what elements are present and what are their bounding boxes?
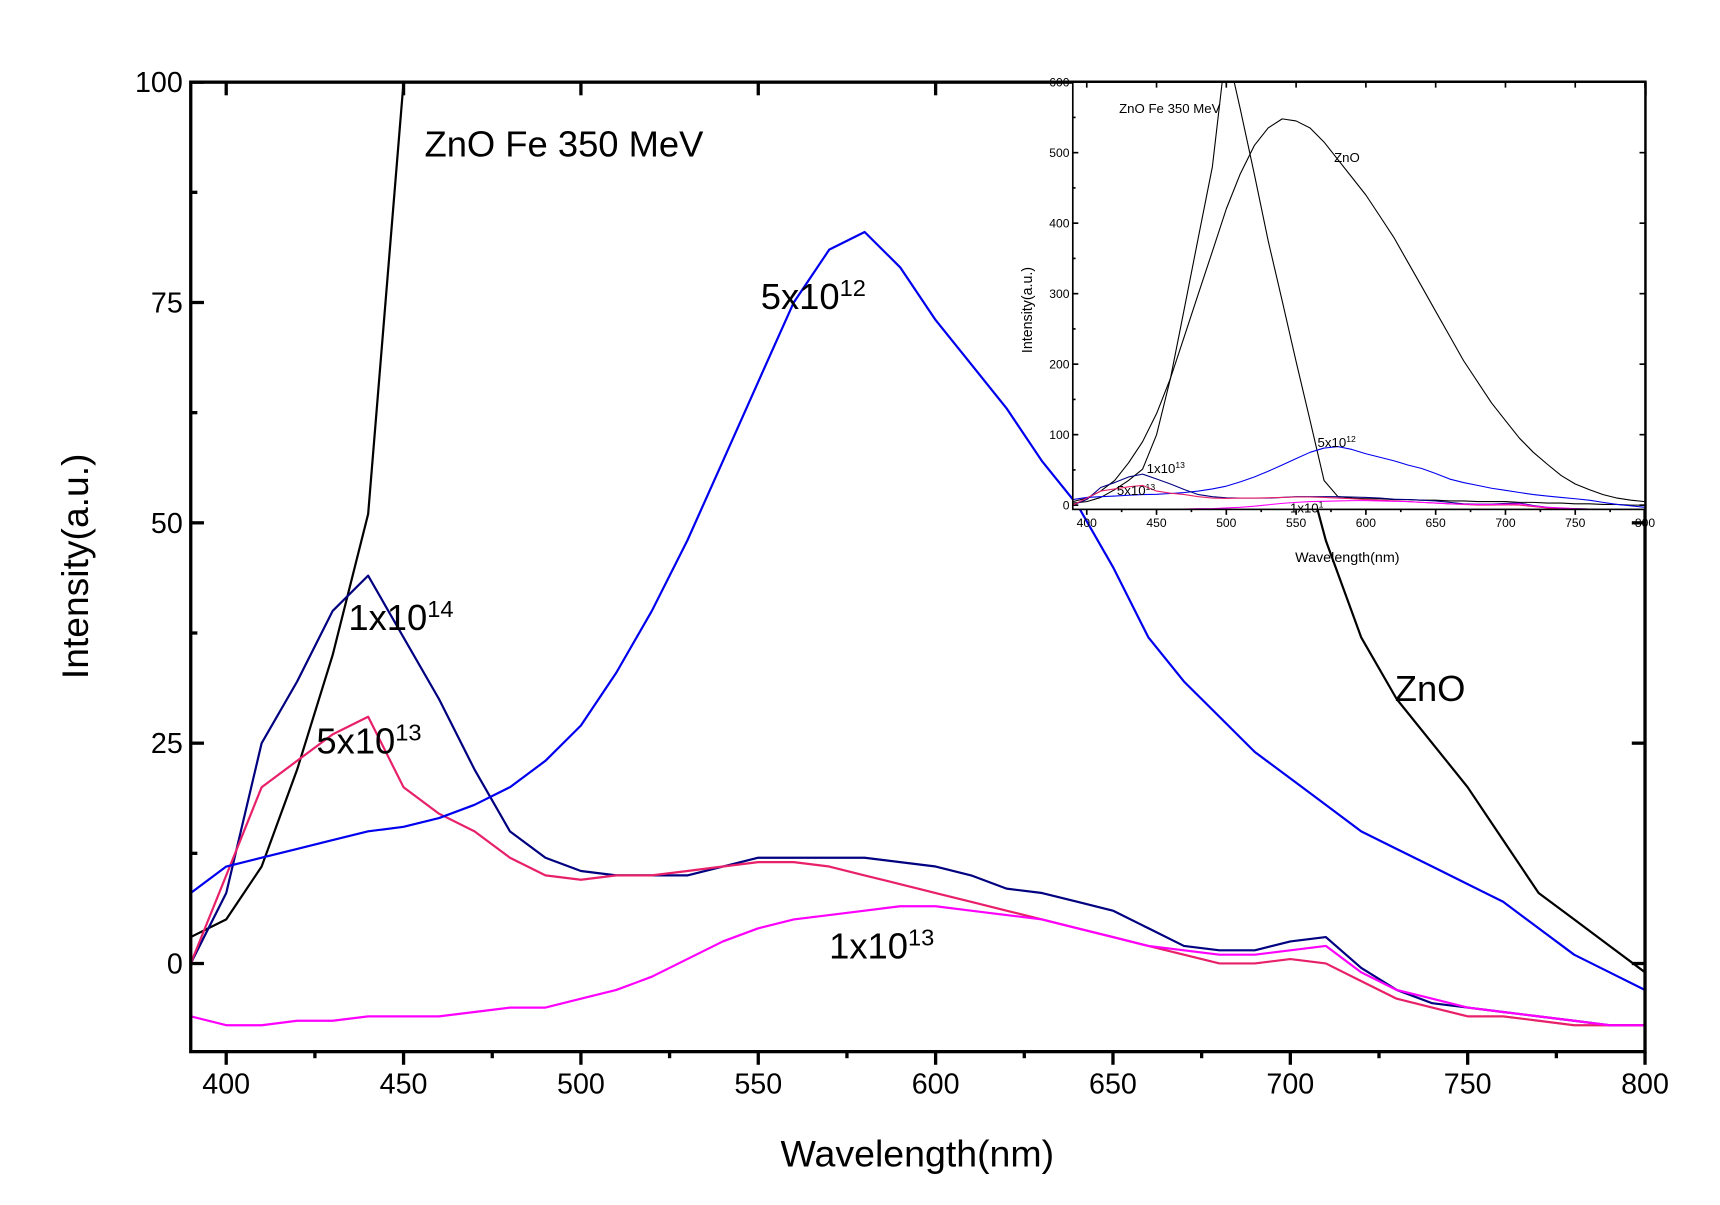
x-axis-label: Wavelength(nm): [1295, 550, 1399, 566]
annotation-text: 1x10: [1290, 501, 1319, 516]
annotation-text: ZnO: [1395, 668, 1466, 709]
y-axis-label: Intensity(a.u.): [54, 454, 96, 680]
annotation: ZnO: [1334, 150, 1360, 165]
x-tick-label: 650: [1089, 1068, 1137, 1100]
y-tick-label: 100: [135, 67, 183, 99]
x-tick-label: 550: [1286, 516, 1307, 530]
annotation-superscript: 14: [427, 596, 453, 622]
annotation: 5x1013: [1117, 482, 1155, 498]
x-tick-label: 750: [1444, 1068, 1492, 1100]
plot-background: [1072, 82, 1646, 510]
annotation: 1x101: [1290, 500, 1324, 516]
data-line: [1072, 500, 1627, 510]
annotation-superscript: 12: [840, 275, 866, 301]
x-tick-label: 800: [1635, 516, 1656, 530]
inset-chart: 400 450 500 550 600 650 700 750 800 0 100 200 300 400…: [1020, 75, 1656, 566]
annotation-text: ZnO: [1334, 150, 1360, 165]
data-line: [1072, 82, 1646, 506]
x-tick-label: 700: [1266, 1068, 1314, 1100]
y-tick-label: 200: [1049, 357, 1070, 371]
annotation-text: 1x10: [1147, 461, 1176, 476]
y-tick-label: 400: [1049, 216, 1070, 230]
annotation-text: 1x10: [829, 926, 908, 967]
data-line: [1072, 446, 1646, 508]
y-axis-label: Intensity(a.u.): [1020, 267, 1036, 353]
y-tick-label: 25: [151, 728, 183, 760]
annotation: 1x1013: [1147, 460, 1185, 476]
data-line: [190, 715, 1646, 1027]
y-tick-label: 600: [1049, 75, 1070, 89]
x-tick-label: 700: [1495, 516, 1516, 530]
annotation-superscript: 1: [1319, 500, 1324, 510]
data-line: [190, 230, 1646, 991]
chart-title: ZnO Fe 350 MeV: [424, 124, 704, 165]
chart-title: ZnO Fe 350 MeV: [1119, 101, 1221, 116]
x-tick-label: 400: [202, 1068, 250, 1100]
annotation: 5x1013: [316, 720, 421, 762]
annotation-superscript: 13: [1146, 482, 1156, 492]
annotation-text: 5x10: [1318, 435, 1347, 450]
data-line: [190, 905, 1646, 1027]
y-tick-label: 100: [1049, 428, 1070, 442]
x-axis-label: Wavelength(nm): [781, 1133, 1055, 1175]
x-tick-label: 600: [912, 1068, 960, 1100]
x-tick-label: 500: [1216, 516, 1237, 530]
annotation-superscript: 13: [1175, 460, 1185, 470]
annotation: 5x1012: [1318, 434, 1356, 450]
data-line: [190, 82, 1646, 974]
x-tick-label: 500: [557, 1068, 605, 1100]
annotation-superscript: 12: [1346, 434, 1356, 444]
data-line: [1072, 484, 1613, 510]
annotation: ZnO: [1395, 668, 1466, 709]
y-tick-label: 75: [151, 288, 183, 320]
x-tick-label: 750: [1565, 516, 1586, 530]
y-tick-label: 500: [1049, 146, 1070, 160]
x-tick-label: 550: [734, 1068, 782, 1100]
annotation-text: 5x10: [1117, 483, 1146, 498]
annotation-superscript: 13: [395, 720, 421, 746]
annotation-superscript: 13: [908, 925, 934, 951]
y-tick-label: 300: [1049, 287, 1070, 301]
y-tick-label: 0: [1063, 498, 1070, 512]
x-tick-label: 600: [1356, 516, 1377, 530]
x-tick-label: 450: [380, 1068, 428, 1100]
annotation-text: 5x10: [316, 721, 395, 762]
x-tick-label: 400: [1077, 516, 1098, 530]
annotation: 1x1014: [348, 596, 453, 638]
x-tick-label: 650: [1426, 516, 1447, 530]
annotation: 5x1012: [761, 275, 866, 317]
y-tick-label: 0: [167, 949, 183, 981]
x-tick-label: 800: [1621, 1068, 1669, 1100]
plot-frame: [189, 80, 1647, 1054]
annotation-text: 1x10: [348, 597, 427, 638]
annotation: 1x1013: [829, 925, 934, 967]
x-tick-label: 450: [1146, 516, 1167, 530]
annotation-text: 5x10: [761, 276, 840, 317]
plot-frame: [1071, 81, 1646, 511]
data-line: [1072, 118, 1646, 503]
y-tick-label: 50: [151, 508, 183, 540]
